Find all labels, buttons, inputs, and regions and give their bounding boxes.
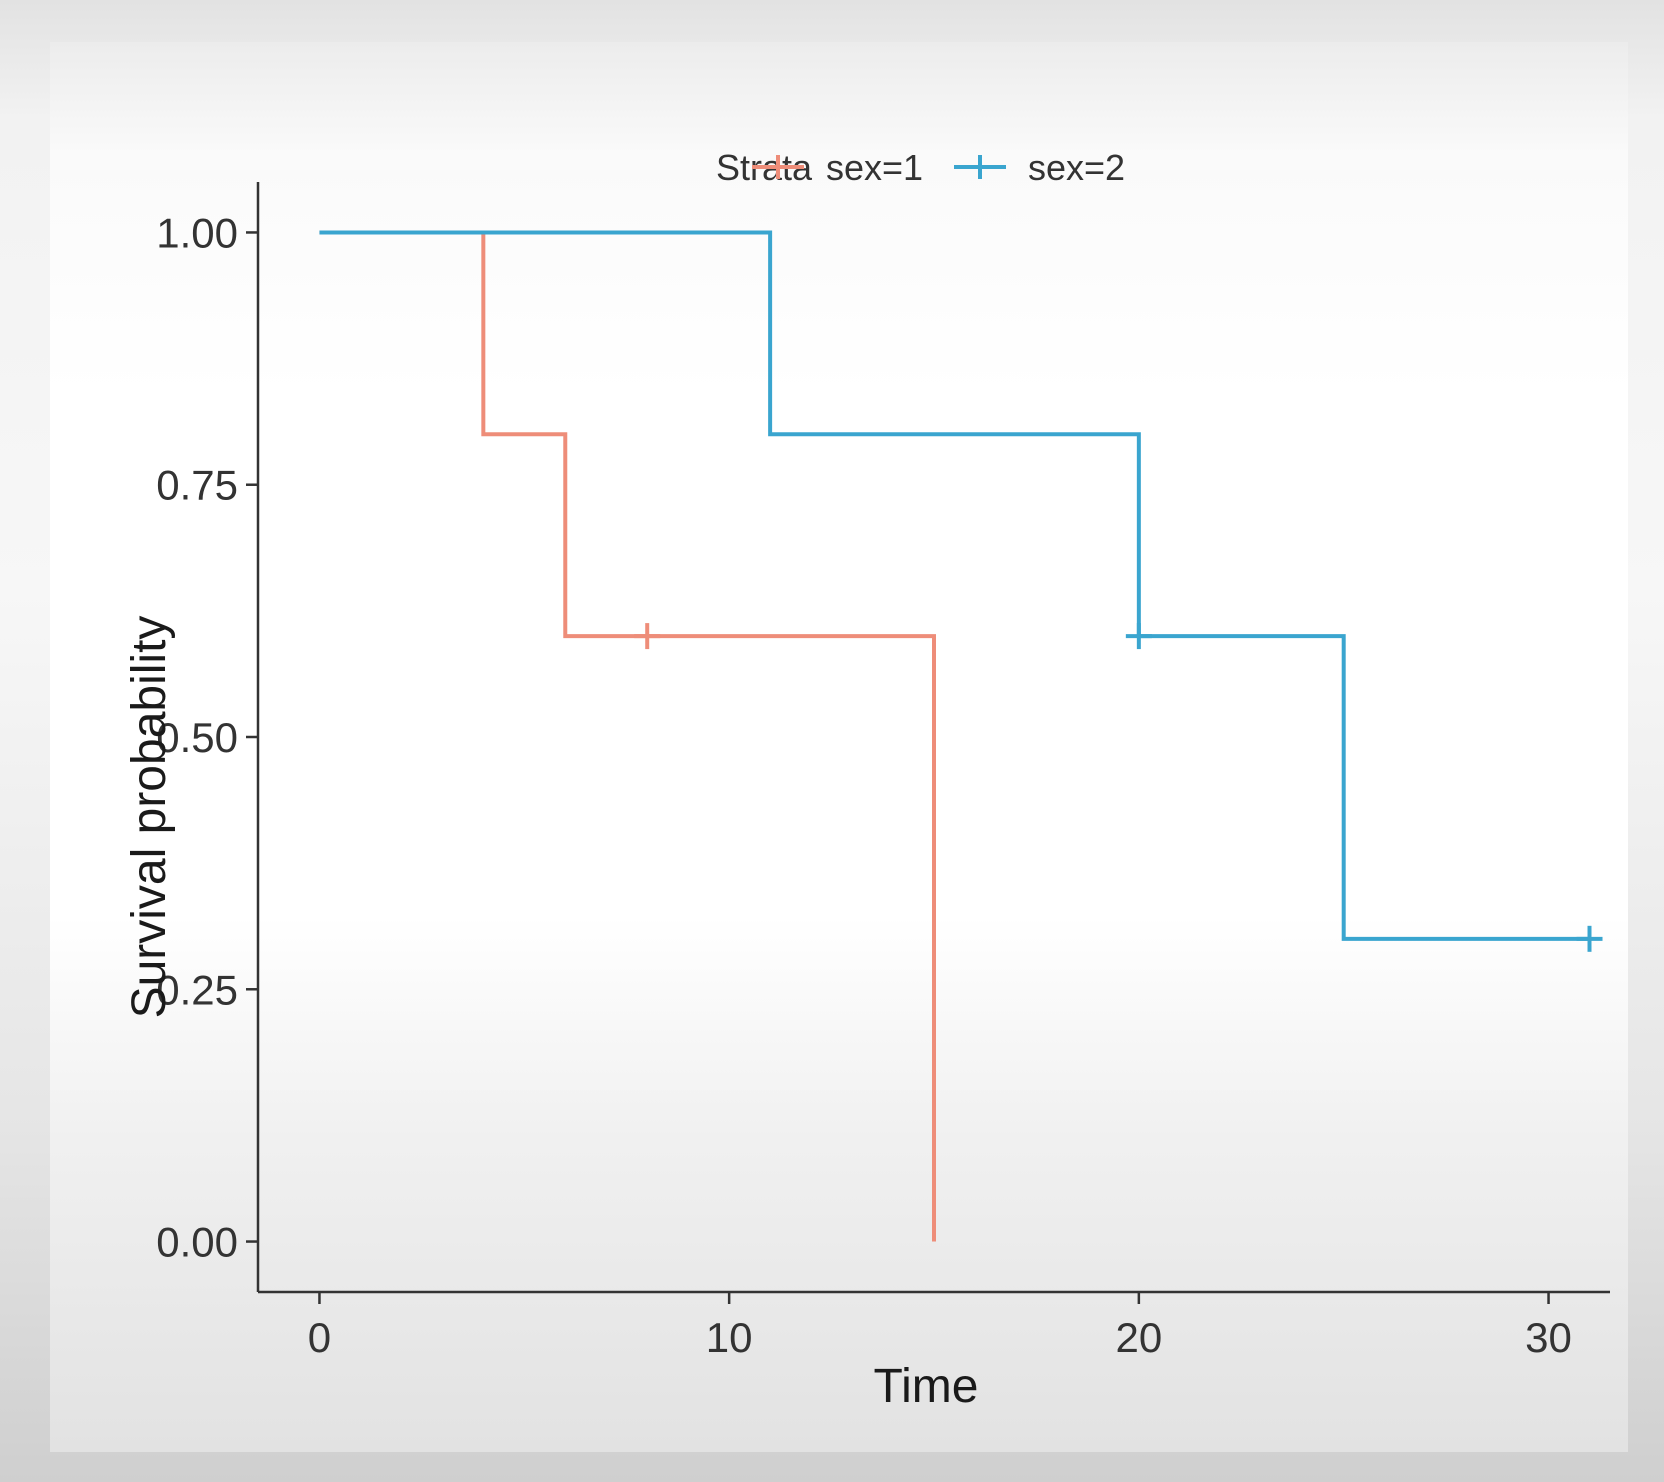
x-tick-label: 30 xyxy=(1525,1314,1572,1361)
censor-mark xyxy=(1125,623,1152,650)
x-axis-label: Time xyxy=(874,1360,979,1413)
y-axis-label: Survival probability xyxy=(123,616,176,1019)
legend-key-sex-2 xyxy=(954,155,1006,179)
survival-curve-sex-1 xyxy=(319,230,936,1242)
survival-curve-sex-2 xyxy=(319,230,1590,941)
legend: Strata sex=1 sex=2 xyxy=(716,147,1125,188)
y-tick-label: 0.75 xyxy=(156,462,238,509)
legend-entries: sex=1 sex=2 xyxy=(752,147,1125,188)
censor-mark xyxy=(634,623,661,650)
censor-mark xyxy=(1576,925,1603,952)
y-tick-label: 1.00 xyxy=(156,209,238,256)
x-tick-label: 0 xyxy=(308,1314,331,1361)
x-tick-label: 20 xyxy=(1115,1314,1162,1361)
survival-curves xyxy=(319,230,1603,1242)
y-tick-label: 0.25 xyxy=(156,966,238,1013)
y-tick-label: 0.50 xyxy=(156,714,238,761)
survival-chart: Strata sex=1 sex=2 0 10 20 300.000.250.500.7… xyxy=(123,147,1610,1413)
legend-label: sex=1 xyxy=(826,147,923,188)
plot-panel: Strata sex=1 sex=2 0 10 20 30 0.00 0.25 0.50 0.7… xyxy=(50,42,1628,1452)
axes: 0 10 20 30 0.00 0.25 0.50 0.75 1.00 xyxy=(156,182,1610,1361)
legend-key-sex-1 xyxy=(752,155,804,179)
y-tick-label: 0.00 xyxy=(156,1219,238,1266)
legend-label: sex=2 xyxy=(1028,147,1125,188)
x-tick-label: 10 xyxy=(706,1314,753,1361)
